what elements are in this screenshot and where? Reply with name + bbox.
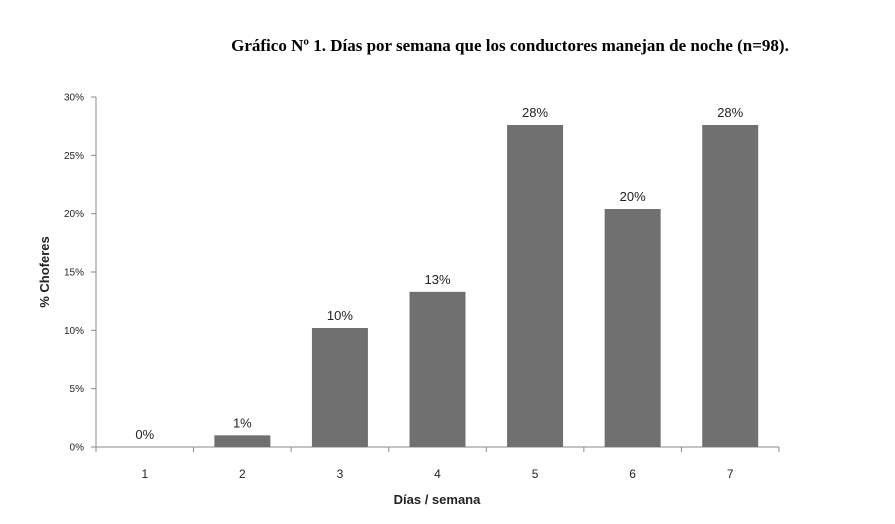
x-tick-label: 1 <box>141 467 148 481</box>
y-tick-label: 5% <box>70 384 85 395</box>
bar-data-label: 0% <box>135 427 154 442</box>
bar-data-label: 10% <box>327 308 353 323</box>
bar <box>409 291 466 447</box>
bar-data-label: 1% <box>233 415 252 430</box>
y-tick-label: 30% <box>64 93 84 104</box>
chart-data-labels: 0% 1% 10% 13% 28% 20% 28% <box>135 105 743 442</box>
x-tick-label: 6 <box>629 467 636 481</box>
bar <box>214 435 271 447</box>
x-axis-title: Días / semana <box>394 492 481 507</box>
x-tick-label: 7 <box>727 467 734 481</box>
y-tick-label: 25% <box>64 151 84 162</box>
y-axis-title: % Choferes <box>37 236 52 308</box>
y-tick-label: 0% <box>70 443 85 454</box>
bar-data-label: 28% <box>717 105 743 120</box>
bar <box>507 125 564 447</box>
bar <box>604 209 661 447</box>
y-tick-label: 20% <box>64 209 84 220</box>
x-tick-label: 3 <box>337 467 344 481</box>
chart-bars <box>214 125 759 447</box>
chart-title: Gráfico Nº 1. Días por semana que los co… <box>231 36 789 55</box>
bar-data-label: 28% <box>522 105 548 120</box>
bar-data-label: 20% <box>620 189 646 204</box>
bar <box>311 328 368 447</box>
y-tick-label: 15% <box>64 268 84 279</box>
bar <box>702 125 759 447</box>
y-tick-label: 10% <box>64 326 84 337</box>
x-tick-label: 4 <box>434 467 441 481</box>
x-tick-label: 5 <box>532 467 539 481</box>
x-tick-label: 2 <box>239 467 246 481</box>
bar-data-label: 13% <box>424 272 450 287</box>
